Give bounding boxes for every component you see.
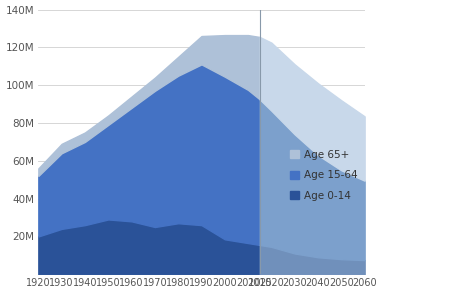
Legend: Age 65+, Age 15-64, Age 0-14: Age 65+, Age 15-64, Age 0-14 bbox=[288, 148, 360, 203]
